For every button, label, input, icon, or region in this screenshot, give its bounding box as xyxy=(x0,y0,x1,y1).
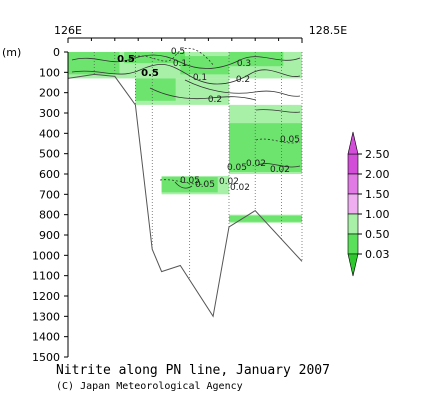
contour-line-8 xyxy=(159,179,206,185)
contour-line-9 xyxy=(174,181,193,189)
concentration-regions xyxy=(68,52,302,223)
contour-line-3 xyxy=(184,79,301,97)
credit-line: (C) Japan Meteorological Agency xyxy=(56,381,243,392)
top-tick-label-right: 128.5E xyxy=(309,24,347,37)
region-shade-1 xyxy=(124,52,185,64)
y-unit-label: (m) xyxy=(2,46,21,59)
colorbar-label-1: 2.00 xyxy=(365,168,390,181)
colorbar-bottom-arrow xyxy=(347,253,359,277)
y-tick-label-1500: 1500 xyxy=(32,351,60,364)
y-tick-label-900: 900 xyxy=(39,229,60,242)
top-tick-label-left: 126E xyxy=(54,24,82,37)
colorbar-label-2: 1.50 xyxy=(365,188,390,201)
contour-label-8: 0.05 xyxy=(180,176,200,186)
contour-label-6: 0.2 xyxy=(208,95,222,105)
y-tick-label-1000: 1000 xyxy=(32,249,60,262)
region-shade-0 xyxy=(68,52,120,75)
contour-label-0: 0.5 xyxy=(117,54,135,65)
contour-label-15: 0.02 xyxy=(219,177,239,187)
contour-label-12: 0.05 xyxy=(227,163,247,173)
y-tick-label-500: 500 xyxy=(39,148,60,161)
colorbar-label-4: 0.50 xyxy=(365,228,390,241)
y-tick-label-1400: 1400 xyxy=(32,331,60,344)
region-shade-3 xyxy=(228,52,284,67)
y-tick-label-600: 600 xyxy=(39,168,60,181)
contour-line-2 xyxy=(129,47,215,67)
y-tick-label-0: 0 xyxy=(53,46,60,59)
chart-title: Nitrite along PN line, January 2007 xyxy=(56,363,330,378)
contour-label-9: 0.05 xyxy=(195,180,215,190)
contour-label-2: 0.5 xyxy=(171,47,185,57)
colorbar-label-0: 2.50 xyxy=(365,148,390,161)
contour-line-4 xyxy=(149,87,257,101)
bottom-profile xyxy=(67,73,303,318)
y-axis: 0 100 200 300 400 500 600 700 800 900 1000 1100 1200… xyxy=(32,46,69,364)
y-tick-label-1300: 1300 xyxy=(32,310,60,323)
bottom-line xyxy=(67,73,303,318)
y-tick-label-800: 800 xyxy=(39,209,60,222)
region-shade-2 xyxy=(180,56,229,75)
colorbar-swatch-4 xyxy=(347,233,359,255)
region-shade-7 xyxy=(228,215,302,222)
y-tick-label-200: 200 xyxy=(39,87,60,100)
contour-label-3: 0.1 xyxy=(173,59,187,69)
y-tick-label-100: 100 xyxy=(39,66,60,79)
contour-label-10: 0.05 xyxy=(280,135,300,145)
colorbar-swatch-2 xyxy=(347,193,359,215)
contour-label-14: 0.3 xyxy=(237,59,251,69)
colorbar-label-3: 1.00 xyxy=(365,208,390,221)
colorbar-swatch-1 xyxy=(347,173,359,195)
colorbar: 2.50 2.00 1.50 1.00 0.50 0.03 xyxy=(347,131,390,277)
y-tick-label-300: 300 xyxy=(39,107,60,120)
contour-label-11: 0.02 xyxy=(270,165,290,175)
contour-label-5: 0.2 xyxy=(236,75,250,85)
contour-label-13: 0.02 xyxy=(230,183,250,193)
station-lines xyxy=(67,52,303,281)
colorbar-label-5: 0.03 xyxy=(365,248,390,261)
top-axis xyxy=(67,37,303,43)
y-tick-label-1100: 1100 xyxy=(32,270,60,283)
y-tick-label-700: 700 xyxy=(39,188,60,201)
colorbar-swatch-3 xyxy=(347,213,359,235)
contour-labels: 0.50.50.50.10.1 0.20.20.020.050.050.050.0… xyxy=(117,47,300,193)
colorbar-top-arrow xyxy=(347,131,359,155)
contour-label-1: 0.5 xyxy=(141,68,159,79)
contour-label-4: 0.1 xyxy=(193,73,207,83)
contour-label-7: 0.02 xyxy=(246,159,266,169)
y-tick-label-1200: 1200 xyxy=(32,290,60,303)
contour-line-7 xyxy=(257,163,301,168)
region-shade-5 xyxy=(135,78,176,101)
contour-line-5 xyxy=(255,138,301,144)
colorbar-swatch-0 xyxy=(347,153,359,175)
contour-line-6 xyxy=(255,109,301,113)
y-tick-label-400: 400 xyxy=(39,127,60,140)
